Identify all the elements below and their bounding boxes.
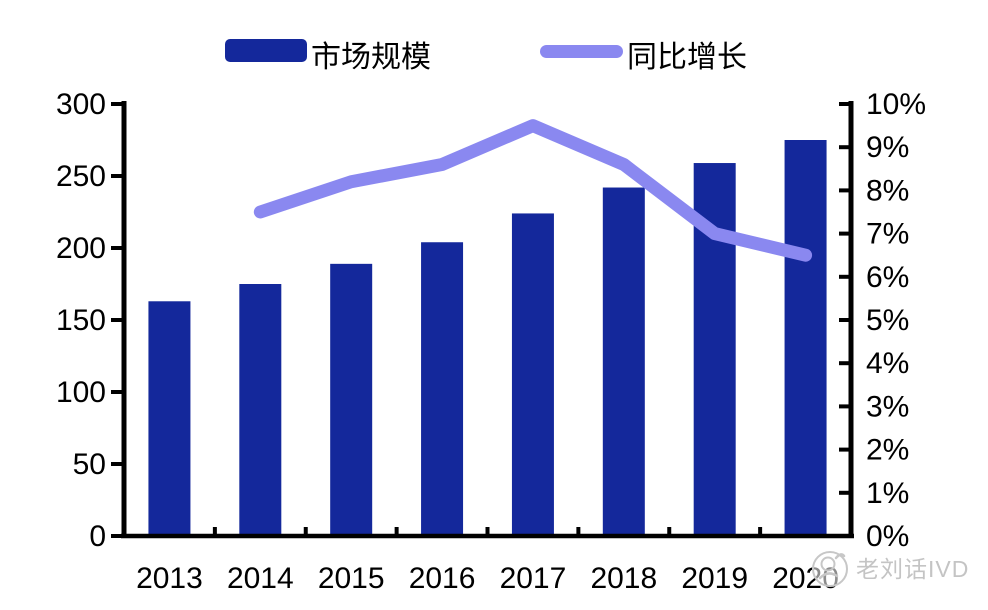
bar-2014 xyxy=(239,284,282,536)
bar-2020 xyxy=(784,140,827,536)
legend-line-label: 同比增长 xyxy=(627,41,747,74)
right-axis-tick-label: 8% xyxy=(866,174,909,207)
left-axis-tick-label: 50 xyxy=(73,448,106,481)
x-axis-label-2015: 2015 xyxy=(318,562,385,595)
left-axis-tick-label: 100 xyxy=(56,376,106,409)
right-axis-tick-label: 6% xyxy=(866,261,909,294)
legend-line-swatch-icon xyxy=(540,45,623,58)
watermark: 老刘话IVD xyxy=(810,546,969,588)
bar-2013 xyxy=(148,301,191,536)
x-axis-label-2016: 2016 xyxy=(409,562,476,595)
watermark-text: 老刘话IVD xyxy=(856,556,970,582)
legend-bar-swatch-icon xyxy=(225,39,307,62)
x-axis-label-2014: 2014 xyxy=(227,562,294,595)
x-axis-label-2019: 2019 xyxy=(681,562,748,595)
left-axis-tick-label: 300 xyxy=(56,88,106,121)
left-axis-tick-label: 0 xyxy=(89,520,106,553)
right-axis-tick-label: 0% xyxy=(866,520,909,553)
x-axis-label-2018: 2018 xyxy=(590,562,657,595)
growth-line xyxy=(253,119,813,262)
left-axis-tick-label: 250 xyxy=(56,160,106,193)
bar-2017 xyxy=(511,213,554,536)
x-axis-label-2013: 2013 xyxy=(136,562,203,595)
bar-2018 xyxy=(602,187,645,536)
bar-2015 xyxy=(330,263,373,536)
watermark-logo-icon xyxy=(812,551,848,587)
left-axis-tick-label: 200 xyxy=(56,232,106,265)
right-axis-tick-label: 4% xyxy=(866,347,909,380)
right-axis-tick-label: 2% xyxy=(866,434,909,467)
right-axis-tick-label: 3% xyxy=(866,390,909,423)
right-axis-tick-label: 1% xyxy=(866,477,909,510)
right-axis-tick-label: 10% xyxy=(866,88,926,121)
x-axis-label-2017: 2017 xyxy=(500,562,567,595)
right-axis-tick-label: 9% xyxy=(866,131,909,164)
bar-2016 xyxy=(421,242,464,537)
right-axis-tick-label: 7% xyxy=(866,218,909,251)
left-axis-tick-label: 150 xyxy=(56,304,106,337)
legend: 市场规模 同比增长 xyxy=(0,0,988,80)
legend-bar-label: 市场规模 xyxy=(311,41,431,74)
right-axis-tick-label: 5% xyxy=(866,304,909,337)
